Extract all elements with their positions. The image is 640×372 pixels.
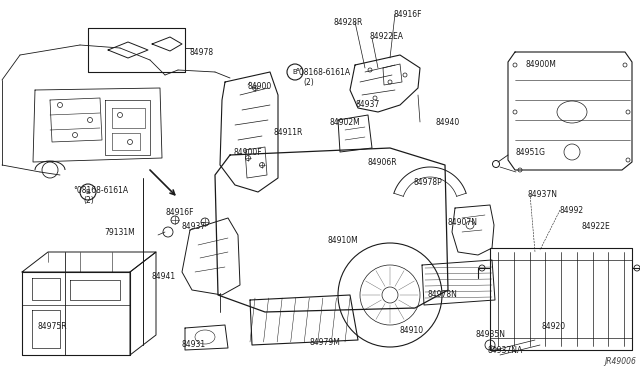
Text: 84935N: 84935N — [476, 330, 506, 339]
Text: 84922E: 84922E — [582, 222, 611, 231]
Text: 84940: 84940 — [436, 118, 460, 127]
Text: 84951G: 84951G — [516, 148, 546, 157]
Text: 84900M: 84900M — [526, 60, 557, 69]
Text: 84979M: 84979M — [310, 338, 341, 347]
Text: °08168-6161A: °08168-6161A — [73, 186, 128, 195]
Text: 84902M: 84902M — [330, 118, 361, 127]
Text: 84916F: 84916F — [166, 208, 195, 217]
Text: 84911R: 84911R — [274, 128, 303, 137]
Text: B: B — [86, 189, 90, 195]
Text: 84900: 84900 — [248, 82, 272, 91]
Text: °08168-6161A: °08168-6161A — [295, 68, 350, 77]
Text: 84916F: 84916F — [393, 10, 422, 19]
Text: 79131M: 79131M — [104, 228, 135, 237]
Text: 84910M: 84910M — [328, 236, 359, 245]
Text: 84937N: 84937N — [528, 190, 558, 199]
Text: B: B — [292, 69, 298, 75]
Text: 84931: 84931 — [182, 340, 206, 349]
Text: 84937: 84937 — [182, 222, 206, 231]
Text: 84941: 84941 — [152, 272, 176, 281]
Text: 84922EA: 84922EA — [370, 32, 404, 41]
Text: 84928R: 84928R — [334, 18, 364, 27]
Text: JR49006: JR49006 — [604, 357, 636, 366]
Text: 84978P: 84978P — [414, 178, 443, 187]
Text: 84937NA: 84937NA — [488, 346, 524, 355]
Text: 84900F: 84900F — [233, 148, 262, 157]
Text: 84992: 84992 — [560, 206, 584, 215]
Text: 84937: 84937 — [356, 100, 380, 109]
Text: 84975R: 84975R — [38, 322, 68, 331]
Text: 84906R: 84906R — [368, 158, 397, 167]
Text: (2): (2) — [83, 196, 93, 205]
Text: 84910: 84910 — [400, 326, 424, 335]
Text: 84978: 84978 — [190, 48, 214, 57]
Text: 84920: 84920 — [542, 322, 566, 331]
Text: 84978N: 84978N — [428, 290, 458, 299]
Text: (2): (2) — [303, 78, 314, 87]
Text: 84907N: 84907N — [448, 218, 478, 227]
